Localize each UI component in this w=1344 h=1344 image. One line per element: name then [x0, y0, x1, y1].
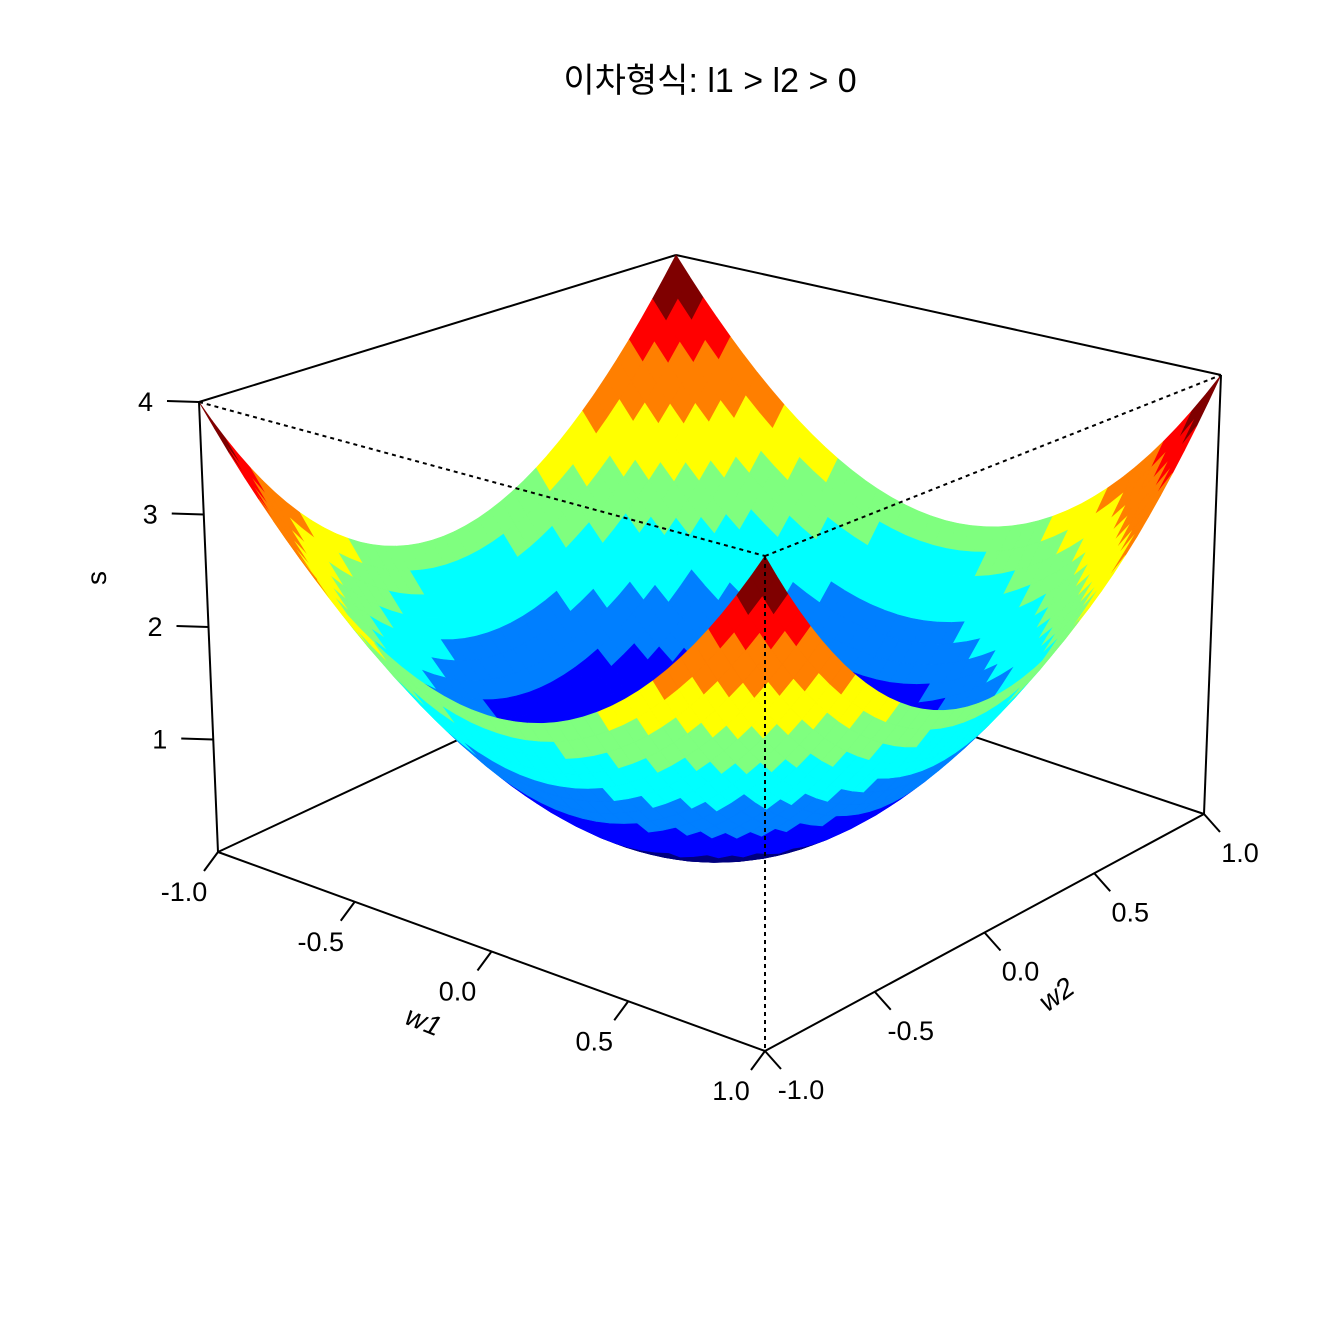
- surface-facet: [750, 555, 777, 597]
- y-axis-label: w2: [1033, 971, 1081, 1017]
- y-tick-label: 1.0: [1221, 838, 1259, 868]
- y-tick-label: 0.5: [1111, 897, 1149, 927]
- box-edge: [1203, 374, 1222, 815]
- surface-mesh: [198, 254, 1222, 863]
- x-tick-label: 0.5: [575, 1026, 613, 1056]
- x-axis-tick: [476, 950, 493, 972]
- x-tick-label: -0.5: [297, 927, 344, 957]
- z-tick-label: 4: [138, 387, 153, 417]
- z-tick-label: 3: [143, 500, 158, 530]
- surface-facet: [226, 445, 255, 488]
- x-axis-tick: [339, 901, 356, 922]
- surface-facet: [211, 420, 240, 463]
- y-axis-tick: [764, 1050, 782, 1070]
- y-tick-label: -1.0: [778, 1075, 825, 1105]
- box-edge-dotted: [764, 374, 1222, 557]
- z-axis-tick: [166, 400, 200, 403]
- surface-facet: [213, 427, 242, 471]
- axes: s w1 w2 -1.0-0.50.00.51.0 -1.0-0.50.00.51…: [81, 387, 1259, 1106]
- surface-facet: [1194, 374, 1222, 420]
- z-axis-tick: [176, 625, 209, 628]
- y-tick-label: -0.5: [887, 1016, 934, 1046]
- z-tick-label: 1: [152, 725, 167, 755]
- surface-facet: [224, 436, 253, 479]
- y-axis-tick: [983, 931, 1002, 952]
- x-axis-tick: [203, 851, 219, 872]
- chart-title: 이차형식: l1 > l2 > 0: [563, 62, 856, 100]
- x-axis-tick: [750, 1050, 766, 1071]
- box-edge: [675, 254, 1222, 376]
- x-tick-label: 1.0: [712, 1076, 750, 1106]
- x-tick-label: 0.0: [439, 977, 477, 1007]
- y-axis-tick: [1203, 813, 1221, 833]
- box-edge: [198, 254, 677, 403]
- z-axis-tick: [171, 512, 204, 516]
- z-tick-label: 2: [147, 612, 162, 642]
- x-axis-tick: [613, 1000, 630, 1021]
- box-edge-dotted: [198, 401, 766, 557]
- y-axis-tick: [874, 991, 892, 1011]
- z-axis-tick: [181, 737, 214, 741]
- x-tick-label: -1.0: [161, 877, 208, 907]
- z-axis-label: s: [81, 571, 112, 585]
- y-tick-label: 0.0: [1002, 957, 1040, 987]
- y-axis-tick: [1093, 872, 1111, 892]
